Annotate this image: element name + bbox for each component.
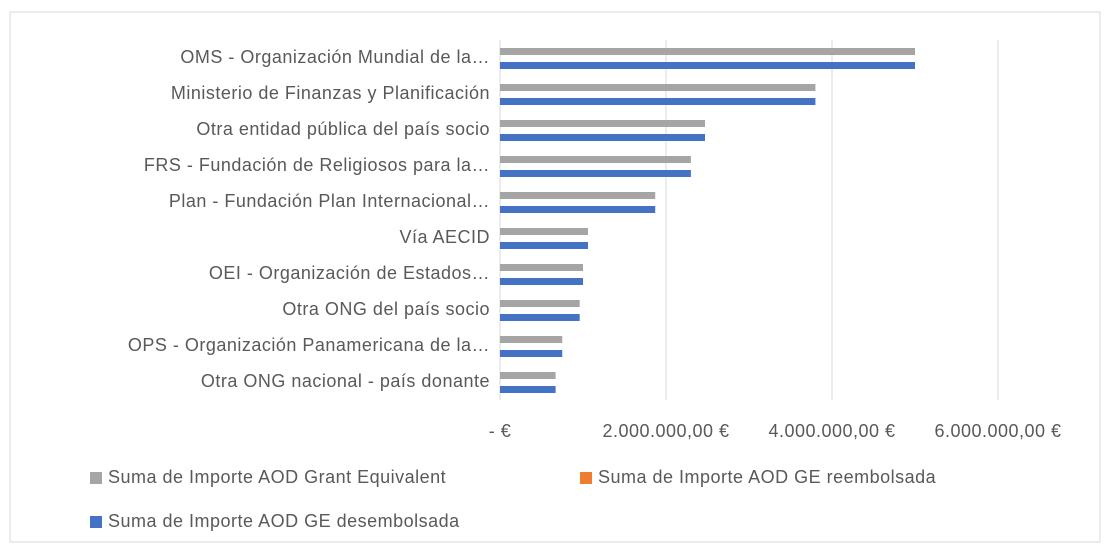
y-tick-label: OPS - Organización Panamericana de la…	[128, 335, 490, 355]
x-tick-label: 6.000.000,00 €	[934, 421, 1061, 441]
bar	[500, 264, 583, 271]
bar	[500, 84, 816, 91]
y-tick-label: Otra ONG nacional - país donante	[201, 371, 490, 391]
x-tick-label: - €	[489, 421, 512, 441]
y-tick-label: OEI - Organización de Estados…	[209, 263, 490, 283]
bar	[500, 120, 706, 127]
bar	[500, 278, 583, 285]
legend-label: Suma de Importe AOD GE reembolsada	[598, 467, 937, 487]
legend-label: Suma de Importe AOD GE desembolsada	[108, 511, 460, 531]
x-tick-label: 2.000.000,00 €	[602, 421, 729, 441]
y-tick-label: Vía AECID	[399, 227, 490, 247]
legend-swatch	[90, 516, 102, 528]
bar	[500, 242, 588, 249]
y-tick-label: OMS - Organización Mundial de la…	[180, 47, 490, 67]
bar	[500, 98, 816, 105]
y-tick-label: FRS - Fundación de Religiosos para la…	[144, 155, 490, 175]
bar	[500, 134, 706, 141]
legend-label: Suma de Importe AOD Grant Equivalent	[108, 467, 446, 487]
bar	[500, 300, 580, 307]
bar	[500, 206, 656, 213]
bar	[500, 48, 915, 55]
bar	[500, 386, 556, 393]
y-tick-label: Ministerio de Finanzas y Planificación	[171, 83, 490, 103]
bar	[500, 62, 915, 69]
x-tick-label: 4.000.000,00 €	[768, 421, 895, 441]
legend-swatch	[580, 472, 592, 484]
y-tick-label: Otra ONG del país socio	[282, 299, 490, 319]
y-tick-label: Plan - Fundación Plan Internacional…	[169, 191, 490, 211]
bar	[500, 314, 580, 321]
bar	[500, 336, 563, 343]
bar	[500, 170, 691, 177]
bar	[500, 192, 656, 199]
bar	[500, 228, 588, 235]
bar	[500, 372, 556, 379]
legend-swatch	[90, 472, 102, 484]
bar	[500, 156, 691, 163]
bar	[500, 350, 563, 357]
y-tick-label: Otra entidad pública del país socio	[196, 119, 490, 139]
